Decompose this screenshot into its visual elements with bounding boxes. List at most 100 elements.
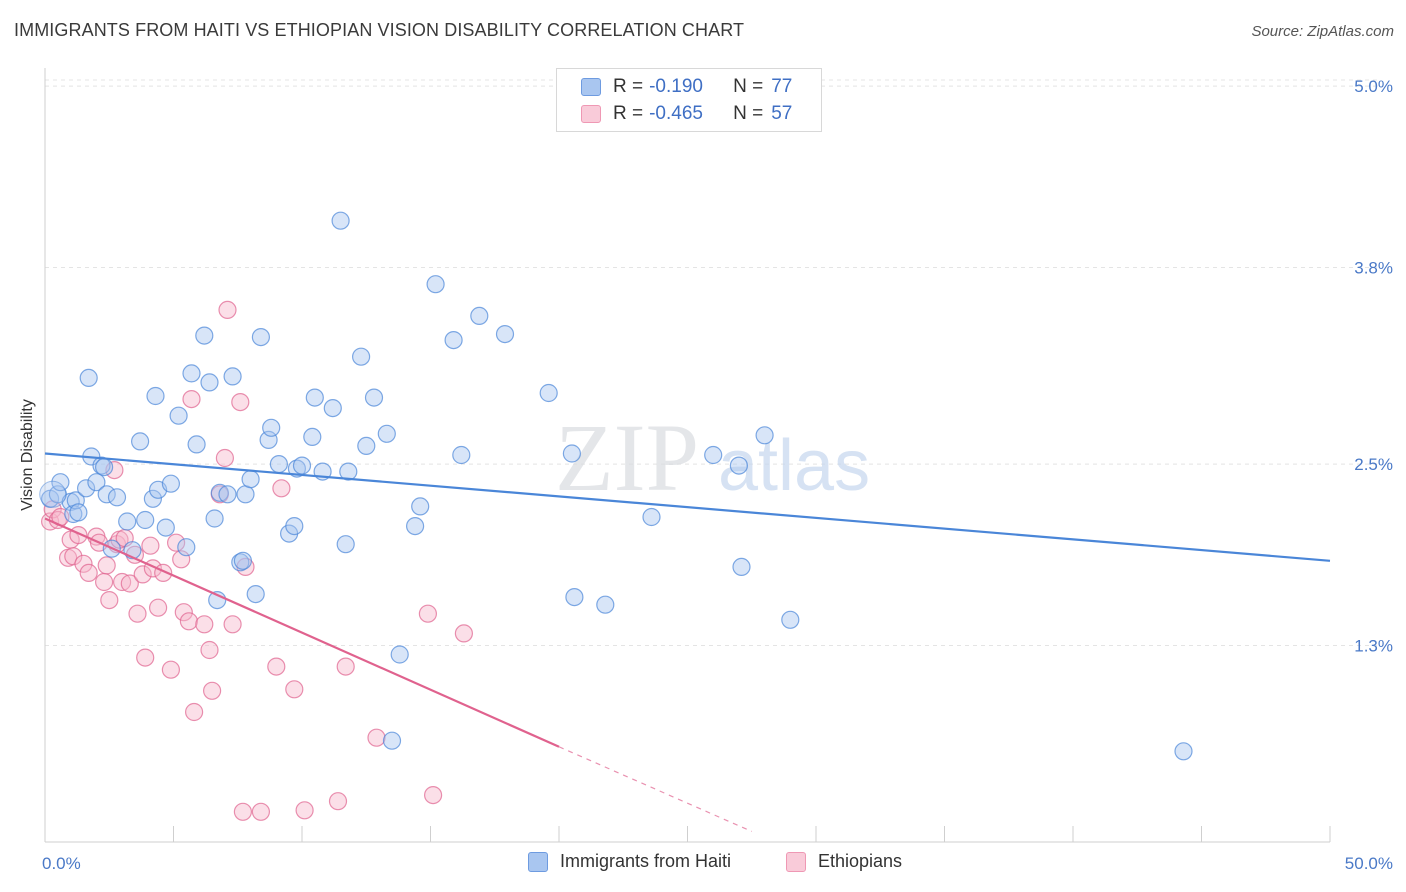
point-ethiopians [167, 533, 186, 552]
point-haiti [323, 399, 342, 418]
point-haiti [781, 610, 800, 629]
point-haiti [79, 368, 98, 387]
x-tick-label: 50.0% [1345, 854, 1393, 873]
point-haiti [729, 456, 749, 475]
tick-labels: 1.3% 2.5% 3.8% 5.0% 0.0% 50.0% [42, 77, 1393, 873]
point-ethiopians [251, 802, 270, 821]
legend-label-haiti: Immigrants from Haiti [560, 851, 732, 871]
point-haiti [495, 325, 515, 344]
point-ethiopians [161, 660, 180, 679]
point-ethiopians [233, 802, 252, 821]
legend-n-value: 57 [771, 103, 793, 124]
series-legend: Immigrants from Haiti Ethiopians [0, 851, 1406, 877]
legend-n-value: 77 [771, 76, 793, 97]
trend-lines [44, 452, 1331, 832]
point-ethiopians [179, 612, 198, 631]
point-ethiopians [94, 572, 114, 592]
legend-r-label: R = [613, 76, 644, 97]
legend-swatch-ethiopians [581, 105, 601, 123]
trend-line-ethiopians [44, 517, 560, 748]
point-haiti [305, 388, 324, 407]
legend-n-label: N = [733, 76, 764, 97]
point-haiti [377, 424, 396, 443]
point-haiti [406, 516, 425, 536]
point-ethiopians [200, 640, 219, 660]
y-tick-label: 5.0% [1354, 77, 1393, 96]
point-haiti [704, 445, 723, 465]
point-ethiopians [454, 624, 473, 643]
point-haiti [187, 435, 206, 454]
point-ethiopians [100, 590, 119, 610]
point-haiti [69, 503, 88, 522]
point-haiti [39, 480, 67, 508]
point-ethiopians [272, 479, 291, 498]
trend-line-haiti [44, 452, 1331, 562]
point-haiti [285, 516, 304, 536]
series-ethiopians [40, 300, 473, 821]
point-haiti [382, 731, 402, 750]
y-tick-label: 1.3% [1354, 636, 1393, 655]
point-ethiopians [267, 657, 286, 676]
legend-item-haiti[interactable]: Immigrants from Haiti [528, 851, 731, 872]
watermark-atlas: atlas [718, 426, 870, 506]
point-haiti [156, 518, 175, 537]
series-immigrants-from-haiti [39, 211, 1193, 761]
point-haiti [444, 331, 463, 350]
point-haiti [169, 406, 188, 425]
point-haiti [269, 455, 288, 474]
point-haiti [195, 326, 214, 345]
legend-label-ethiopians: Ethiopians [818, 851, 903, 871]
point-ethiopians [149, 598, 168, 617]
legend-item-ethiopians[interactable]: Ethiopians [786, 851, 902, 872]
point-ethiopians [336, 657, 355, 676]
point-haiti [336, 535, 355, 554]
point-haiti [539, 383, 558, 403]
point-haiti [246, 584, 265, 604]
point-ethiopians [74, 554, 93, 573]
point-haiti [262, 418, 281, 437]
point-ethiopians [128, 604, 147, 623]
x-tick-label: 0.0% [42, 854, 81, 873]
watermark: ZIP atlas [555, 404, 870, 511]
point-ethiopians [215, 448, 234, 468]
point-haiti [76, 479, 96, 498]
point-haiti [331, 211, 350, 230]
point-haiti [352, 347, 371, 366]
point-ethiopians [133, 565, 152, 584]
point-haiti [241, 470, 260, 489]
point-haiti [94, 458, 114, 477]
point-haiti [146, 386, 165, 406]
point-haiti [390, 645, 409, 664]
point-haiti [118, 512, 137, 531]
point-ethiopians [64, 547, 83, 566]
point-haiti [364, 388, 384, 407]
point-haiti [642, 507, 661, 527]
point-ethiopians [223, 615, 242, 634]
point-haiti [292, 456, 312, 475]
point-ethiopians [112, 572, 132, 592]
point-ethiopians [195, 615, 214, 634]
point-haiti [200, 373, 219, 392]
point-haiti [143, 489, 162, 508]
point-haiti [87, 473, 106, 492]
legend-swatch-haiti [528, 851, 548, 872]
point-haiti [732, 557, 751, 577]
legend-r-value: -0.465 [649, 103, 703, 124]
point-ethiopians [97, 556, 116, 575]
legend-row-ethiopians: R = -0.465 N = 57 [581, 101, 792, 127]
point-haiti [452, 445, 471, 465]
point-haiti [223, 367, 242, 386]
point-ethiopians [79, 563, 98, 583]
point-ethiopians [203, 681, 222, 700]
point-ethiopians [174, 603, 193, 622]
point-ethiopians [141, 536, 160, 555]
point-haiti [210, 483, 229, 502]
point-haiti [411, 497, 430, 516]
legend-swatch-haiti [581, 78, 601, 96]
legend-n-label: N = [733, 103, 764, 124]
point-haiti [426, 275, 445, 294]
point-ethiopians [328, 792, 348, 811]
point-haiti [303, 427, 322, 446]
point-haiti [251, 328, 270, 347]
trend-line-ethiopians-extension [558, 746, 752, 832]
